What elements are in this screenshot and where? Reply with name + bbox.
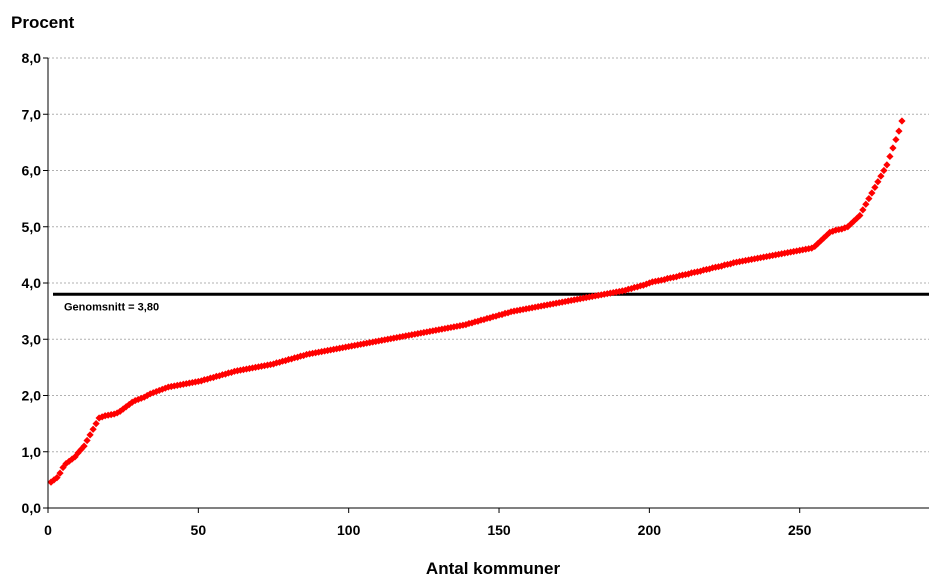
average-line-group: Genomsnitt = 3,80: [53, 292, 929, 313]
data-point: [886, 152, 894, 161]
data-point: [877, 172, 885, 180]
y-tick-label: 3,0: [22, 331, 42, 347]
x-tick-label: 250: [788, 522, 812, 538]
average-label: Genomsnitt = 3,80: [64, 301, 159, 313]
data-point: [826, 228, 834, 236]
data-point: [889, 144, 897, 152]
data-point: [868, 189, 876, 197]
data-point: [862, 200, 870, 208]
data-point: [696, 267, 705, 275]
data-point: [717, 262, 726, 270]
data-point: [895, 127, 903, 135]
data-point: [645, 279, 653, 287]
y-tick-label: 7,0: [22, 106, 42, 122]
y-tick-labels: 0,0 1,0 2,0 3,0 4,0 5,0 6,0 7,0 8,0: [22, 50, 42, 516]
y-tick-label: 4,0: [22, 275, 42, 291]
data-point: [847, 220, 855, 228]
y-tick-label: 2,0: [22, 388, 42, 404]
y-tick-label: 1,0: [22, 444, 42, 460]
data-point: [56, 469, 64, 477]
data-point: [892, 135, 900, 144]
data-point: [808, 244, 816, 252]
data-point: [829, 227, 837, 235]
x-tick-label: 0: [44, 522, 52, 538]
data-point: [642, 280, 650, 288]
data-point: [871, 183, 879, 191]
data-point: [856, 211, 864, 220]
x-axis-title: Antal kommuner: [426, 559, 561, 578]
axes: [43, 57, 929, 513]
y-tick-label: 6,0: [22, 163, 42, 179]
data-point: [53, 474, 61, 482]
y-axis-title: Procent: [11, 13, 75, 32]
data-point: [880, 166, 888, 175]
y-tick-label: 8,0: [22, 50, 42, 66]
data-point: [86, 431, 94, 439]
x-tick-label: 150: [487, 522, 511, 538]
data-point: [874, 178, 882, 186]
data-point: [627, 285, 635, 293]
data-point: [883, 161, 891, 169]
data-point: [898, 117, 906, 125]
x-tick-labels: 0 50 100 150 200 250: [44, 522, 811, 538]
data-point: [92, 420, 100, 428]
x-tick-label: 50: [191, 522, 207, 538]
y-tick-label: 0,0: [22, 500, 42, 516]
data-point: [89, 425, 97, 433]
data-point: [83, 436, 91, 445]
x-tick-label: 100: [337, 522, 361, 538]
data-point: [865, 195, 873, 203]
data-point: [844, 223, 852, 231]
data-point: [684, 270, 693, 278]
x-tick-label: 200: [638, 522, 662, 538]
data-point: [660, 276, 668, 284]
data-point: [859, 206, 867, 214]
data-point: [80, 442, 88, 450]
gridlines: [48, 57, 929, 453]
data-point: [811, 242, 819, 251]
y-tick-label: 5,0: [22, 219, 42, 235]
data-points: [47, 117, 906, 486]
